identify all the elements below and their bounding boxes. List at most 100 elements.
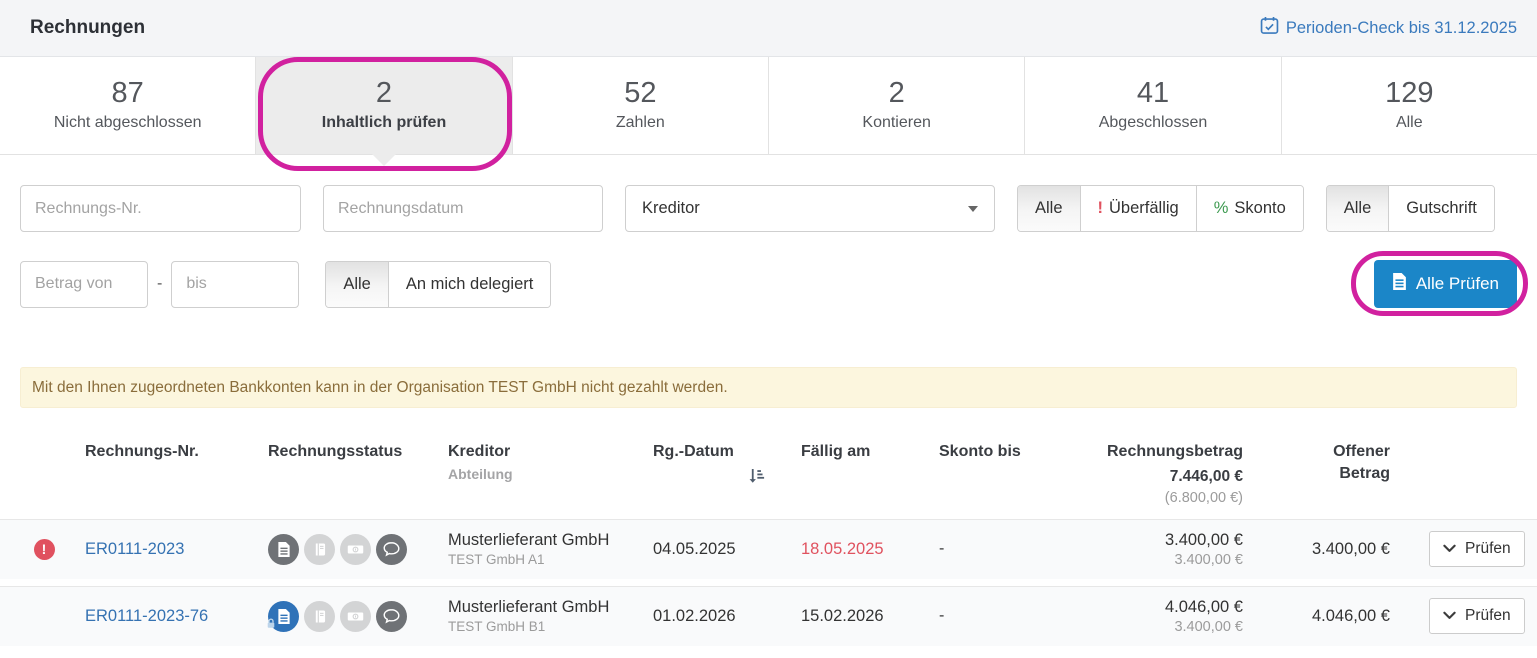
lock-icon [266,616,276,634]
warning-banner-text: Mit den Ihnen zugeordneten Bankkonten ka… [32,378,728,396]
credit-filter-gutschrift[interactable]: Gutschrift [1388,186,1494,231]
tab-label: Kontieren [862,114,931,131]
tab-count: 129 [1385,77,1434,109]
table-row: ! ER0111-2023 Musterlieferant GmbH TEST … [0,518,1537,579]
top-bar: Rechnungen Perioden-Check bis 31.12.2025 [0,0,1537,57]
invoice-amount-value: 3.400,00 € [1165,530,1243,549]
invoice-number-link[interactable]: ER0111-2023-76 [85,606,209,625]
col-header-abteilung-label: Abteilung [448,465,513,482]
due-filter-ueberfaellig[interactable]: ! Überfällig [1079,186,1196,231]
col-header-open-amount: Offener Betrag [1333,443,1390,482]
tab-count: 87 [111,77,144,109]
abteilung-name: TEST GmbH A1 [448,552,545,568]
tab-count: 52 [624,77,657,109]
invoice-number-input[interactable] [20,185,301,232]
comment-status-icon[interactable] [376,600,407,632]
alle-pruefen-button[interactable]: Alle Prüfen [1373,260,1517,308]
table-body: ! ER0111-2023 Musterlieferant GmbH TEST … [0,518,1537,646]
invoice-amount-sub-value: 3.400,00 € [1174,551,1243,568]
invoice-date-value: 01.02.2026 [653,606,736,625]
comment-status-icon[interactable] [376,533,407,565]
invoice-amount-cell: 3.400,00 € 3.400,00 € [1059,531,1279,568]
tab-count: 2 [375,77,393,109]
invoice-amount-sub-value: 3.400,00 € [1174,618,1243,635]
delegate-filter-alle[interactable]: Alle [326,261,388,307]
col-header-invoice-amount-label: Rechnungsbetrag [1106,443,1243,460]
tab-label: Inhaltlich prüfen [321,114,447,131]
col-header-invoice-status: Rechnungsstatus [268,443,403,460]
invoice-date-input[interactable] [323,185,603,232]
period-check-label: Perioden-Check bis 31.12.2025 [1285,18,1517,37]
credit-filter-alle[interactable]: Alle [1326,186,1389,231]
alle-pruefen-label: Alle Prüfen [1415,274,1499,293]
col-header-invoice-date: Rg.-Datum [633,441,771,483]
credit-filter-alle-label: Alle [1343,199,1372,217]
col-header-invoice-date-label: Rg.-Datum [653,443,734,460]
pruefen-button[interactable]: Prüfen [1429,531,1525,568]
document-icon [1392,273,1407,295]
col-header-kreditor: Kreditor Abteilung [428,441,633,482]
kreditor-name: Musterlieferant GmbH [448,598,610,617]
pruefen-label: Prüfen [1465,607,1511,625]
abteilung-name: TEST GmbH B1 [448,619,546,635]
journal-status-icon[interactable] [304,600,335,632]
delegate-filter-an-mich[interactable]: An mich delegiert [387,261,551,307]
filter-row-1: Kreditor Alle ! Überfällig % Skonto Alle… [0,185,1537,232]
invoice-amount-cell: 4.046,00 € 3.400,00 € [1059,598,1279,635]
col-header-invoice-amount: Rechnungsbetrag 7.446,00 € (6.800,00 €) [1059,441,1279,506]
tab-count: 41 [1136,77,1170,109]
kreditor-select-value: Kreditor [642,199,700,217]
kreditor-cell: Musterlieferant GmbH TEST GmbH B1 [428,598,633,634]
kreditor-name: Musterlieferant GmbH [448,531,610,550]
invoice-number-link[interactable]: ER0111-2023 [85,539,185,558]
kreditor-cell: Musterlieferant GmbH TEST GmbH A1 [428,531,633,567]
kreditor-select[interactable]: Kreditor [625,185,995,232]
open-amount-value: 3.400,00 € [1312,539,1390,558]
status-icons [250,533,428,565]
col-header-due-date: Fällig am [801,443,871,460]
due-filter-skonto-label: Skonto [1234,199,1286,217]
delegate-filter-an-mich-label: An mich delegiert [405,274,534,293]
caret-down-icon [968,205,978,212]
tab-alle[interactable]: 129 Alle [1282,57,1537,154]
table-header: Rechnungs-Nr. Rechnungsstatus Kreditor A… [0,441,1537,506]
tab-nicht-abgeschlossen[interactable]: 87 Nicht abgeschlossen [0,57,257,154]
sort-amount-icon[interactable] [747,467,765,490]
col-header-kreditor-label: Kreditor [448,443,511,460]
due-date-value: 18.05.2025 [801,539,884,558]
due-filter-alle-label: Alle [1035,199,1063,217]
percent-icon: % [1213,199,1229,217]
pruefen-button[interactable]: Prüfen [1429,598,1525,635]
period-check-link[interactable]: Perioden-Check bis 31.12.2025 [1260,16,1517,40]
tab-abgeschlossen[interactable]: 41 Abgeschlossen [1025,57,1282,154]
document-lock-status-icon[interactable] [266,600,299,634]
skonto-value: - [939,540,945,558]
col-header-invoice-number: Rechnungs-Nr. [85,443,199,460]
amount-to-input[interactable] [171,260,300,308]
amount-from-input[interactable] [20,260,148,308]
document-status-icon[interactable] [268,533,299,565]
due-filter-alle[interactable]: Alle [1018,186,1080,231]
credit-filter-gutschrift-label: Gutschrift [1406,199,1477,217]
due-filter-group: Alle ! Überfällig % Skonto [1017,185,1304,232]
due-date-value: 15.02.2026 [801,606,884,625]
open-amount-value: 4.046,00 € [1312,606,1390,625]
warning-banner: Mit den Ihnen zugeordneten Bankkonten ka… [20,367,1517,408]
invoice-date-value: 04.05.2025 [653,539,736,558]
tab-label: Abgeschlossen [1098,114,1208,131]
payment-status-icon[interactable] [340,533,371,565]
journal-status-icon[interactable] [304,533,335,565]
tab-zahlen[interactable]: 52 Zahlen [513,57,769,154]
due-filter-skonto[interactable]: % Skonto [1195,186,1303,231]
payment-status-icon[interactable] [340,600,371,632]
tab-inhaltlich-pruefen[interactable]: 2 Inhaltlich prüfen [256,57,513,166]
status-tab-bar: 87 Nicht abgeschlossen 2 Inhaltlich prüf… [0,57,1537,166]
invoice-amount-value: 4.046,00 € [1165,597,1243,616]
due-filter-ueberfaellig-label: Überfällig [1109,199,1179,217]
chevron-down-icon [1443,540,1456,558]
tab-kontieren[interactable]: 2 Kontieren [769,57,1026,154]
row-alert-cell: ! [20,538,68,560]
credit-filter-group: Alle Gutschrift [1325,185,1495,232]
error-exclamation-icon[interactable]: ! [33,538,55,560]
tab-label: Zahlen [615,114,665,131]
